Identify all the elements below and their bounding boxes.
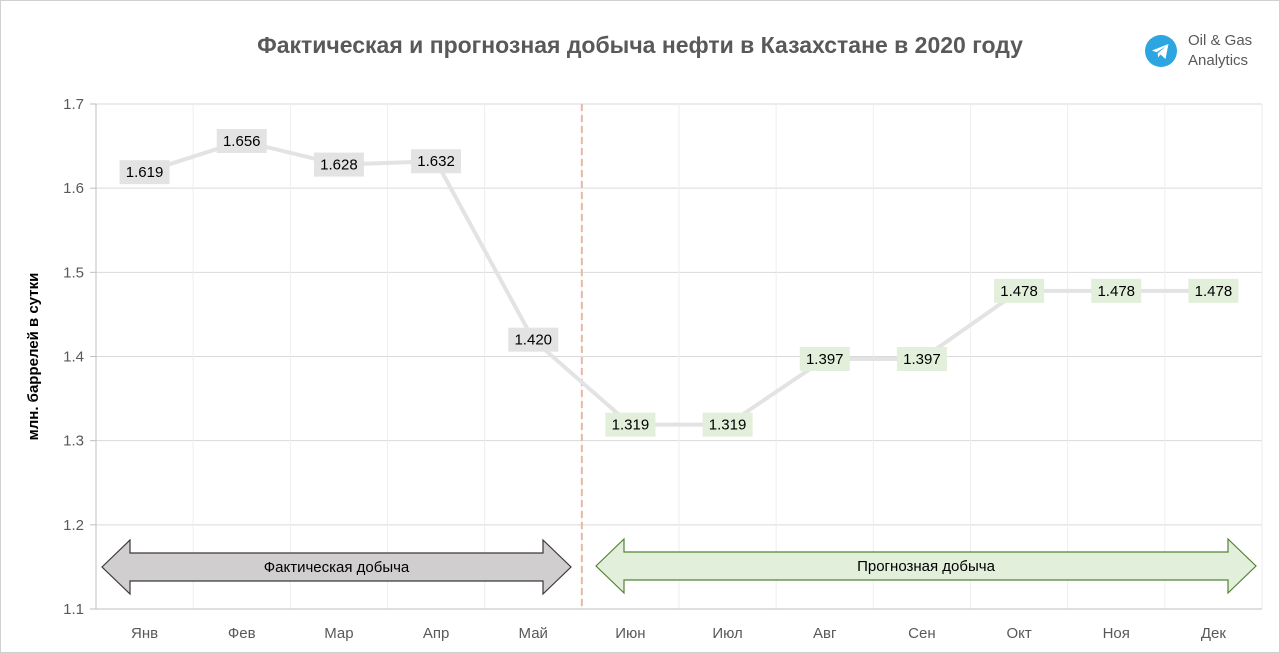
data-label-bg [508,327,559,352]
brand-name-line2: Analytics [1188,52,1249,69]
actual-period-arrow-label: Фактическая добыча [264,559,410,576]
data-label: 1.397 [903,351,941,368]
x-tick-label: Сен [908,625,935,642]
data-label: 1.319 [612,417,650,434]
x-tick-label: Июл [712,625,742,642]
y-tick-label: 1.3 [63,433,84,450]
data-label: 1.478 [1195,283,1233,300]
y-tick-label: 1.6 [63,180,84,197]
data-label: 1.319 [709,417,747,434]
data-label: 1.420 [514,332,552,349]
data-label: 1.619 [126,164,164,181]
y-tick-label: 1.5 [63,264,84,281]
x-tick-label: Авг [813,625,837,642]
data-label: 1.656 [223,133,261,150]
data-label-bg [896,347,947,372]
data-label: 1.632 [417,153,455,170]
forecast-period-arrow-label: Прогнозная добыча [857,558,995,575]
y-axis-title: млн. баррелей в сутки [25,273,42,441]
data-label-bg [994,278,1045,303]
data-label-bg [702,412,753,437]
data-label-bg [411,149,462,174]
x-tick-label: Окт [1006,625,1031,642]
telegram-icon [1145,35,1177,67]
data-label-bg [1091,278,1142,303]
data-label: 1.397 [806,351,844,368]
x-tick-label: Апр [423,625,449,642]
y-tick-label: 1.4 [63,349,84,366]
forecast-period-arrow [595,537,1257,595]
data-label-bg [119,160,170,185]
x-tick-label: Мар [324,625,353,642]
x-tick-label: Ноя [1103,625,1130,642]
data-label-bg [799,347,850,372]
data-label: 1.478 [1000,283,1038,300]
x-tick-label: Май [519,625,548,642]
y-tick-label: 1.1 [63,601,84,618]
y-tick-label: 1.2 [63,517,84,534]
data-label: 1.478 [1097,283,1135,300]
x-tick-label: Дек [1201,625,1227,642]
brand-logo: Oil & Gas Analytics [1144,31,1252,71]
data-label: 1.628 [320,157,358,174]
brand-name-line1: Oil & Gas [1188,32,1253,49]
data-label-bg [216,129,267,154]
x-tick-label: Июн [615,625,645,642]
x-tick-label: Янв [131,625,158,642]
chart-title: Фактическая и прогнозная добыча нефти в … [257,32,1023,58]
data-label-bg [605,412,656,437]
data-label-bg [1188,278,1239,303]
x-tick-label: Фев [228,625,256,642]
data-label-bg [313,152,364,177]
y-tick-label: 1.7 [63,96,84,113]
actual-period-arrow [101,538,572,596]
